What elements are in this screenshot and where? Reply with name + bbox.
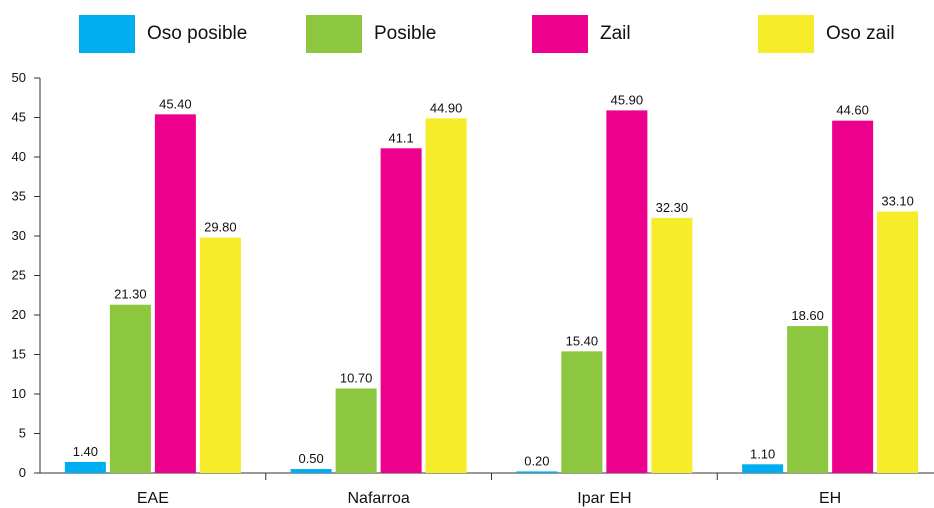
legend-item-zail: Zail xyxy=(532,14,631,54)
legend: Oso posible Posible Zail Oso zail xyxy=(0,14,934,54)
y-tick-label: 45 xyxy=(12,110,26,125)
data-label: 45.90 xyxy=(611,92,644,107)
bar-posible xyxy=(787,326,829,473)
x-category-label: Nafarroa xyxy=(348,490,410,507)
legend-item-oso-posible: Oso posible xyxy=(79,14,247,54)
bar-oso-zail xyxy=(651,217,693,473)
data-label: 1.10 xyxy=(750,446,775,461)
y-tick-label: 25 xyxy=(12,268,26,283)
data-label: 21.30 xyxy=(114,287,147,302)
x-category-label: EH xyxy=(819,490,841,507)
bar-oso-zail xyxy=(199,237,241,473)
data-label: 44.60 xyxy=(836,103,869,118)
data-label: 1.40 xyxy=(73,444,98,459)
bar-oso-zail xyxy=(425,118,467,473)
bar-zail xyxy=(606,110,648,473)
bar-oso-posible xyxy=(290,469,332,473)
data-label: 0.50 xyxy=(298,451,323,466)
y-tick-label: 30 xyxy=(12,228,26,243)
y-tick-label: 35 xyxy=(12,189,26,204)
bar-oso-zail xyxy=(877,211,919,473)
bar-oso-posible xyxy=(64,461,106,473)
bar-posible xyxy=(561,351,603,473)
data-label: 33.10 xyxy=(881,194,914,209)
x-category-label: EAE xyxy=(137,490,169,507)
legend-swatch-posible xyxy=(306,15,362,53)
bar-oso-posible xyxy=(742,464,784,473)
y-tick-label: 15 xyxy=(12,347,26,362)
bar-zail xyxy=(380,148,422,473)
data-label: 18.60 xyxy=(791,308,824,323)
data-label: 44.90 xyxy=(430,100,463,115)
y-tick-label: 0 xyxy=(19,465,26,480)
y-tick-label: 50 xyxy=(12,70,26,85)
data-label: 15.40 xyxy=(566,333,599,348)
bar-oso-posible xyxy=(516,471,558,473)
data-label: 0.20 xyxy=(524,453,549,468)
legend-item-oso-zail: Oso zail xyxy=(758,14,895,54)
legend-label-oso-zail: Oso zail xyxy=(826,23,895,44)
data-label: 45.40 xyxy=(159,96,192,111)
data-label: 10.70 xyxy=(340,370,373,385)
legend-swatch-oso-posible xyxy=(79,15,135,53)
y-tick-label: 10 xyxy=(12,386,26,401)
legend-label-posible: Posible xyxy=(374,23,437,44)
legend-label-zail: Zail xyxy=(600,23,631,44)
legend-swatch-zail xyxy=(532,15,588,53)
y-tick-label: 5 xyxy=(19,426,26,441)
bar-posible xyxy=(109,304,151,473)
bar-zail xyxy=(154,114,196,473)
y-tick-label: 20 xyxy=(12,307,26,322)
legend-label-oso-posible: Oso posible xyxy=(147,23,248,44)
bar-posible xyxy=(335,388,377,473)
legend-item-posible: Posible xyxy=(306,14,436,54)
data-label: 41.1 xyxy=(388,130,413,145)
legend-swatch-oso-zail xyxy=(758,15,814,53)
y-tick-label: 40 xyxy=(12,149,26,164)
data-label: 32.30 xyxy=(656,200,689,215)
x-category-label: Ipar EH xyxy=(577,490,631,507)
data-label: 29.80 xyxy=(204,220,237,235)
bar-zail xyxy=(832,120,874,473)
